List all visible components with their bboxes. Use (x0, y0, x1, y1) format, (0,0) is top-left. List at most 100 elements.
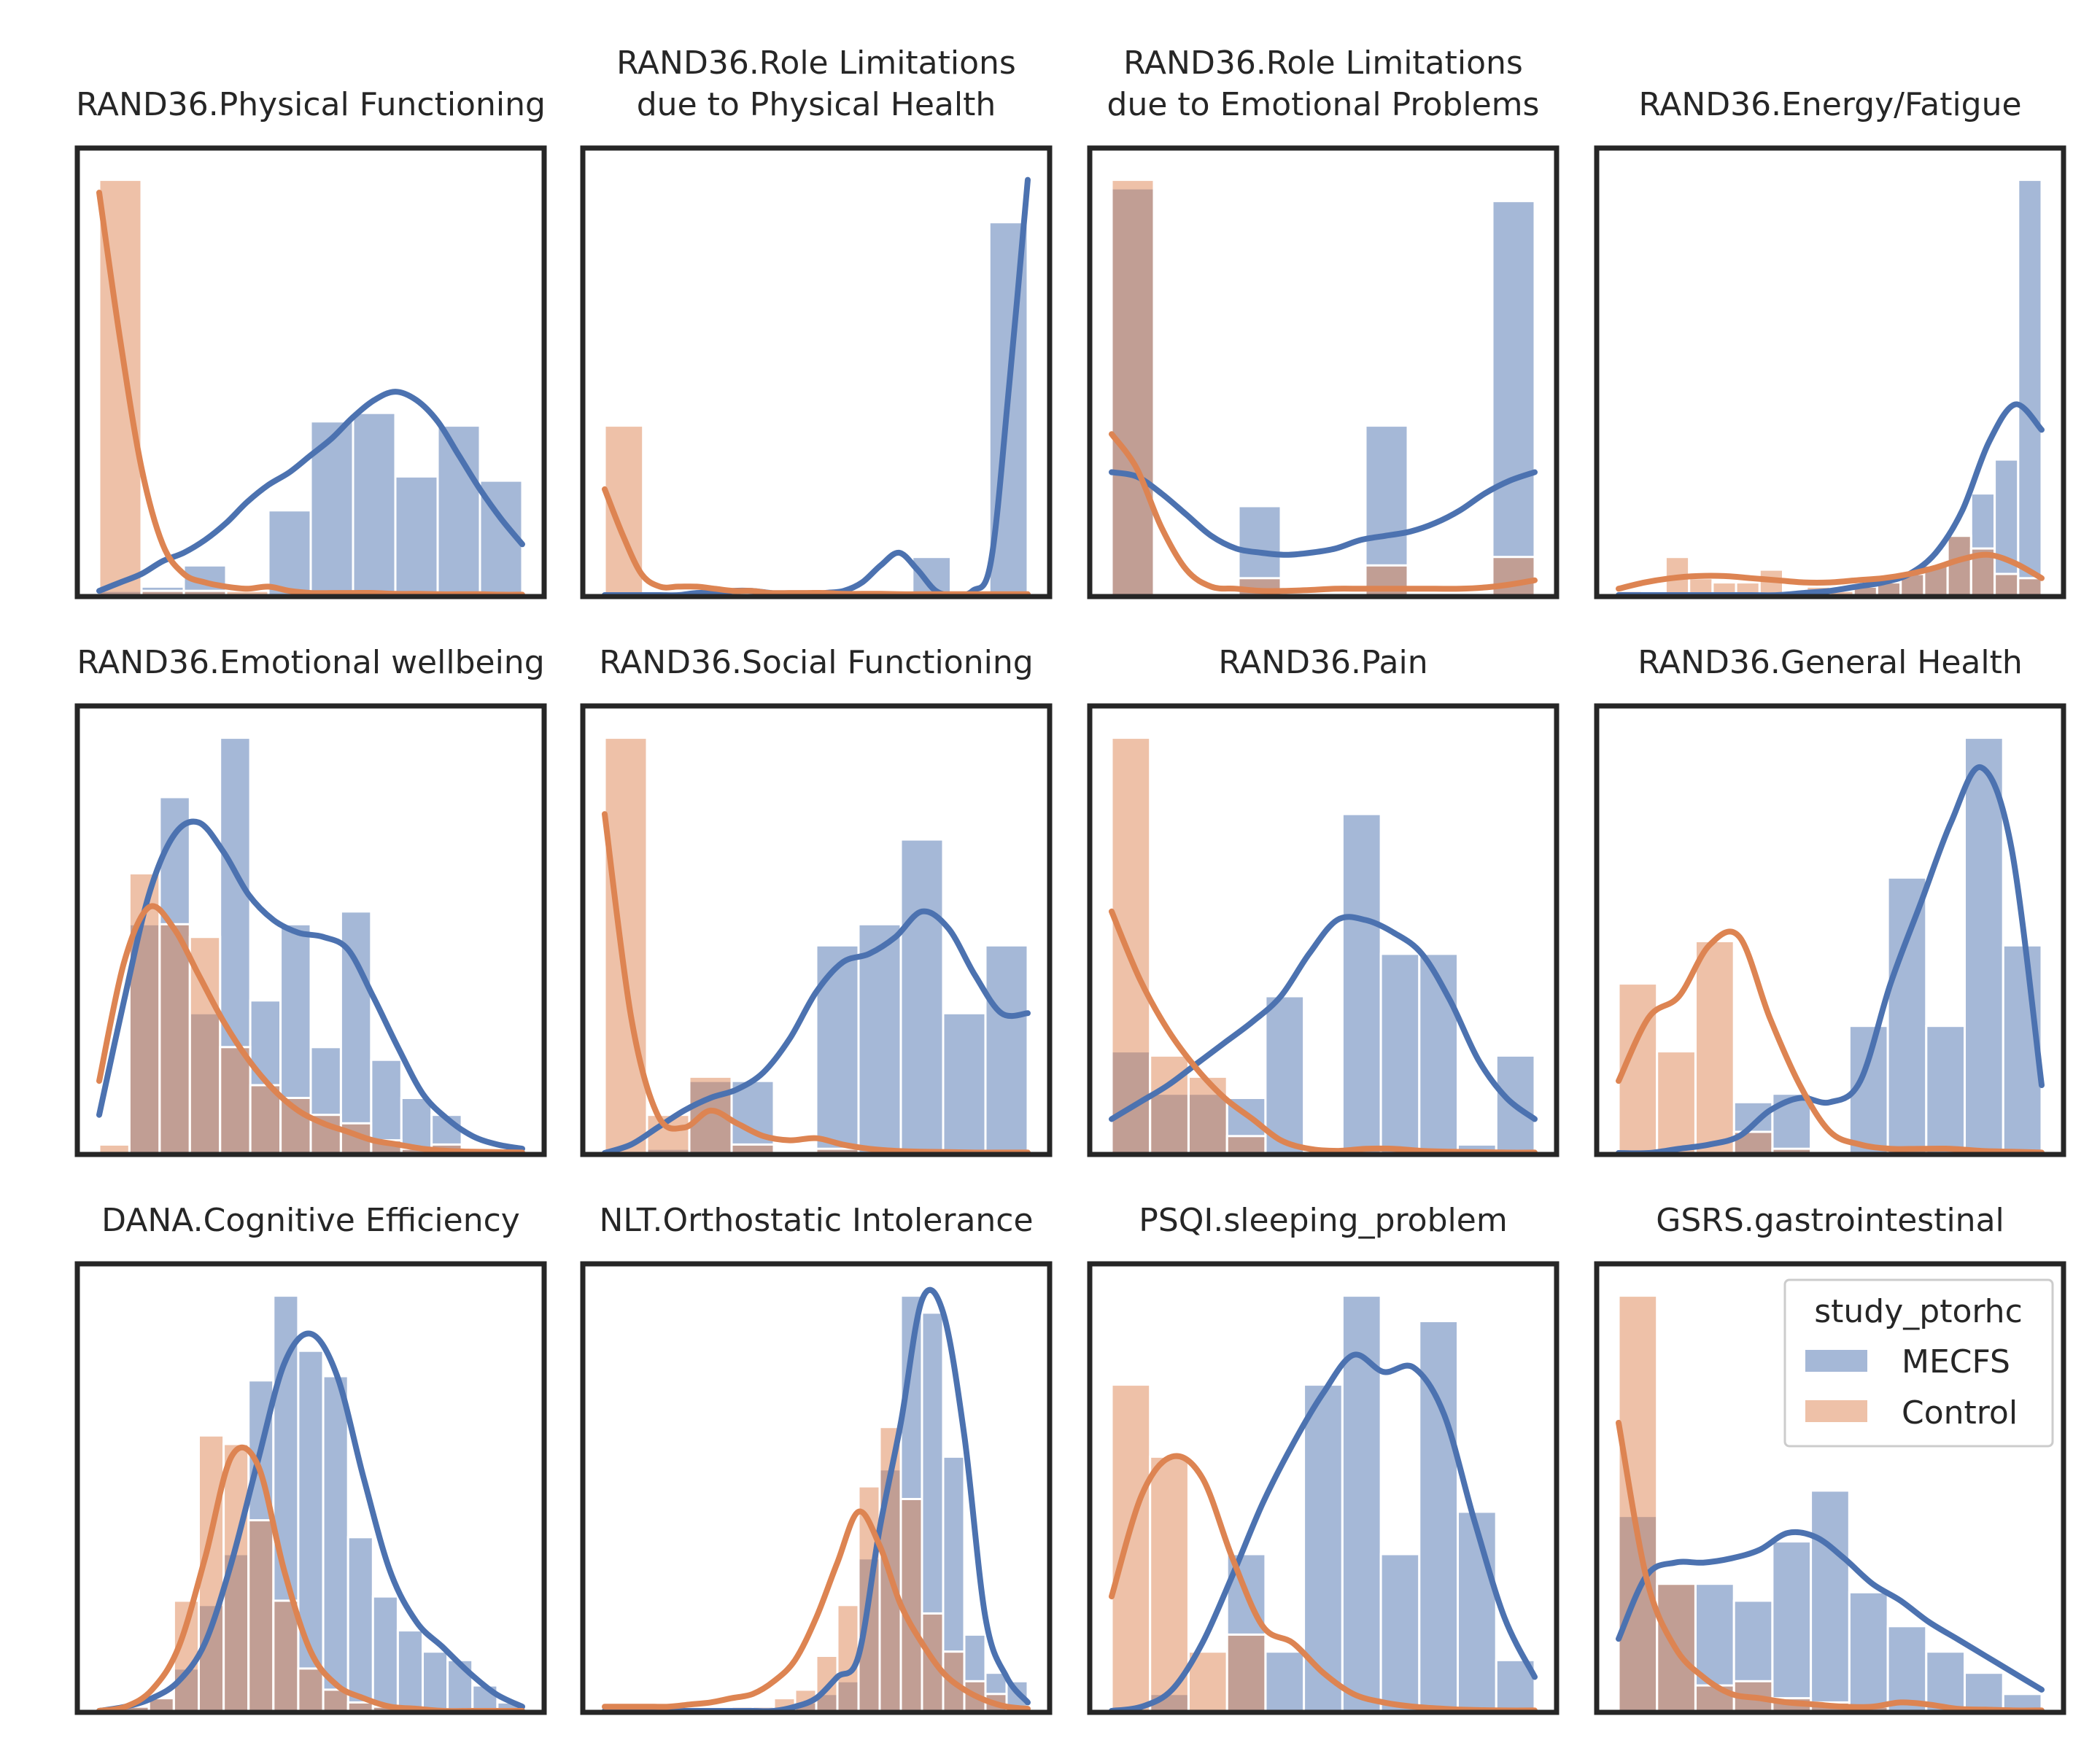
bar-mecfs (352, 411, 397, 597)
bar-control (899, 1498, 923, 1712)
panel-title-line: DANA.Cognitive Efficiency (101, 1202, 520, 1239)
bar-mecfs (394, 475, 439, 597)
bar-mecfs (815, 944, 860, 1154)
bar-mecfs (1964, 1672, 2004, 1712)
panel-title-line: NLT.Orthostatic Intolerance (599, 1202, 1033, 1239)
bar-control (247, 1519, 275, 1712)
kde-line-mecfs (1616, 1529, 2045, 1693)
bar-control (603, 737, 648, 1154)
bar-control (1110, 737, 1152, 1154)
bar-control (158, 923, 191, 1154)
axes-frame (580, 1261, 1053, 1715)
bar-mecfs (1994, 458, 2020, 597)
panel-9: DANA.Cognitive Efficiency (74, 1202, 547, 1715)
kde-line-mecfs (1109, 469, 1538, 558)
bar-mecfs (422, 1650, 449, 1712)
bar-mecfs (899, 838, 945, 1154)
axes-frame (580, 145, 1053, 599)
bar-mecfs (1264, 1650, 1306, 1712)
bar-control (1110, 179, 1155, 597)
bar-mecfs (942, 1012, 987, 1154)
bar-control (1617, 1294, 1659, 1712)
bar-mecfs (1491, 200, 1536, 597)
legend-swatch-mecfs (1805, 1350, 1867, 1372)
bar-mecfs (322, 1375, 349, 1712)
kde-line-control (1109, 431, 1538, 594)
panels-group: RAND36.Physical Functioning RAND36.Role L… (74, 44, 2066, 1715)
panel-5: RAND36.Emotional wellbeing (74, 644, 547, 1157)
panel-4: RAND36.Energy/Fatigue (1594, 86, 2066, 599)
legend-swatch-control (1805, 1400, 1867, 1422)
kde-line-mecfs (1109, 914, 1538, 1122)
panel-2: RAND36.Role Limitations due to Physical H… (580, 44, 1053, 599)
panel-1: RAND36.Physical Functioning (74, 86, 547, 599)
axes-frame (1087, 145, 1559, 599)
bar-mecfs (1886, 1625, 1928, 1712)
axes-frame (74, 1261, 547, 1715)
bar-control (1656, 1050, 1697, 1154)
panel-8: RAND36.General Health (1594, 644, 2066, 1157)
bar-mecfs (730, 1079, 775, 1154)
bar-control (1110, 1383, 1152, 1712)
kde-line-control (96, 903, 525, 1156)
panel-12: GSRS.gastrointestinal (1594, 1202, 2066, 1715)
bar-control (249, 1084, 282, 1154)
bar-mecfs (396, 1629, 425, 1712)
bar-control (1694, 940, 1735, 1154)
bar-mecfs (1418, 952, 1460, 1154)
panel-11: PSQI.sleeping_problem (1087, 1202, 1559, 1715)
axes-frame (1087, 703, 1559, 1157)
bar-control (346, 1701, 374, 1712)
kde-line-control (602, 486, 1031, 597)
panel-3: RAND36.Role Limitations due to Emotional … (1087, 44, 1559, 599)
panel-10: NLT.Orthostatic Intolerance (580, 1202, 1053, 1715)
bar-control (219, 1046, 252, 1154)
bar-mecfs (1886, 876, 1928, 1154)
axes-frame (1594, 703, 2066, 1157)
axes-frame (1087, 1261, 1559, 1715)
panel-title-line: RAND36.Energy/Fatigue (1638, 86, 2021, 123)
kde-line-control (1616, 551, 2045, 592)
bar-mecfs (1379, 952, 1421, 1154)
kde-line-mecfs (1109, 1351, 1538, 1714)
bar-control (1694, 1684, 1735, 1712)
bar-mecfs (267, 509, 312, 597)
panel-title-line: GSRS.gastrointestinal (1656, 1202, 2004, 1239)
bar-mecfs (1771, 1540, 1813, 1712)
bar-mecfs (1925, 1650, 1967, 1712)
kde-line-mecfs (96, 818, 525, 1152)
legend-title: study_ptorhc (1814, 1293, 2023, 1330)
kde-line-control (1109, 1453, 1538, 1714)
bar-mecfs (1379, 1553, 1421, 1712)
panel-title-line: PSQI.sleeping_problem (1139, 1202, 1507, 1239)
panel-title-line: RAND36.Physical Functioning (76, 86, 546, 123)
bar-control (1994, 572, 2020, 597)
axes-frame (580, 703, 1053, 1157)
bar-mecfs (1848, 1591, 1889, 1712)
bar-mecfs (371, 1595, 399, 1712)
panel-title-line: RAND36.Role Limitations (1123, 44, 1523, 82)
panel-7: RAND36.Pain (1087, 644, 1559, 1157)
panel-title-line: RAND36.General Health (1638, 644, 2023, 681)
legend: study_ptorhc MECFS Control (1783, 1278, 2054, 1448)
bar-control (1491, 556, 1536, 597)
bar-control (297, 1667, 325, 1712)
bar-control (730, 1143, 775, 1154)
legend-label-control: Control (1902, 1394, 2018, 1432)
bar-control (2017, 577, 2043, 597)
panel-title-line: RAND36.Pain (1218, 644, 1427, 681)
kde-line-mecfs (602, 908, 1031, 1156)
bar-mecfs (911, 556, 953, 597)
bar-mecfs (984, 944, 1029, 1154)
panel-6: RAND36.Social Functioning (580, 644, 1053, 1157)
axes-frame (74, 703, 547, 1157)
panel-title-line: due to Emotional Problems (1107, 86, 1540, 123)
bar-mecfs (1341, 1294, 1382, 1712)
kde-line-mecfs (602, 176, 1031, 599)
axes-frame (1594, 1261, 2066, 1715)
bar-control (272, 1599, 300, 1712)
bar-mecfs (1418, 1320, 1460, 1712)
bar-mecfs (857, 923, 902, 1154)
kde-line-control (602, 1508, 1031, 1712)
